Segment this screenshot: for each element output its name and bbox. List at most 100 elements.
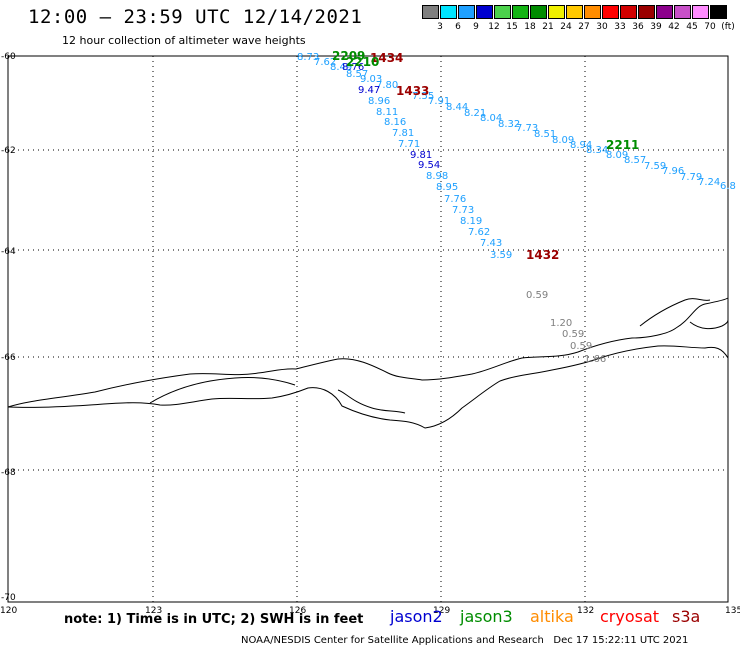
wave-height-value: 7.73 <box>452 205 474 216</box>
map-frame <box>7 55 729 603</box>
agency-credit: NOAA/NESDIS Center for Satellite Applica… <box>241 635 544 646</box>
colorbar-swatch <box>602 5 619 19</box>
colorbar-swatch <box>530 5 547 19</box>
colorbar-swatch <box>548 5 565 19</box>
wave-height-value: 8.73 <box>297 52 319 63</box>
colorbar-label: 36 <box>632 22 644 32</box>
wave-height-value: 8.51 <box>534 129 556 140</box>
longitude-label: 120 <box>0 606 17 616</box>
colorbar-swatch <box>674 5 691 19</box>
graticule <box>8 56 728 602</box>
wave-height-value: 8.34 <box>586 145 608 156</box>
colorbar-label: 27 <box>578 22 590 32</box>
wave-height-value: 9.03 <box>360 74 382 85</box>
wave-height-value: 8.49 <box>330 62 352 73</box>
wave-height-value: 9.47 <box>358 85 380 96</box>
longitude-label: 129 <box>433 606 450 616</box>
pass-time-label: 1434 <box>370 51 403 65</box>
wave-height-value: 7.96 <box>662 166 684 177</box>
pass-time-label: 1432 <box>526 248 559 262</box>
colorbar-label: 3 <box>437 22 443 32</box>
wave-height-value: 8.96 <box>368 96 390 107</box>
wave-height-value: 6.8 <box>720 181 736 192</box>
colorbar-label: 39 <box>650 22 662 32</box>
longitude-label: 132 <box>577 606 594 616</box>
colorbar-label: 9 <box>473 22 479 32</box>
latitude-label: -62 <box>1 146 16 156</box>
latitude-label: -60 <box>1 52 16 62</box>
wave-height-value: 8.44 <box>446 102 468 113</box>
colorbar-label: 21 <box>542 22 554 32</box>
colorbar-swatch <box>710 5 727 19</box>
satellite-legend-s3a: s3a <box>672 607 701 626</box>
colorbar-label: (ft) <box>721 22 735 32</box>
wave-height-value: 8.32 <box>498 119 520 130</box>
satellite-legend-cryosat: cryosat <box>600 607 660 626</box>
wave-height-value: 8.11 <box>376 107 398 118</box>
wave-height-value: 7.62 <box>314 57 336 68</box>
wave-height-value: 8.98 <box>426 171 448 182</box>
wave-height-value: 8.76 <box>342 62 364 73</box>
colorbar-swatch <box>422 5 439 19</box>
satellite-legend-jason3: jason3 <box>460 607 513 626</box>
colorbar-label: 33 <box>614 22 626 32</box>
longitude-label: 126 <box>289 606 306 616</box>
generated-timestamp: Dec 17 15:22:11 UTC 2021 <box>553 635 689 646</box>
satellite-legend-altika: altika <box>530 607 574 626</box>
wave-height-value: 7.62 <box>468 227 490 238</box>
pass-time-label: 2210 <box>346 55 379 69</box>
wave-height-value: 9.54 <box>418 160 440 171</box>
wave-height-value: 7.81 <box>392 128 414 139</box>
wave-height-value: 8.04 <box>480 113 502 124</box>
wave-height-value: 7.59 <box>644 161 666 172</box>
colorbar-swatch <box>584 5 601 19</box>
colorbar-swatch <box>566 5 583 19</box>
wave-height-value: 0.59 <box>570 341 592 352</box>
latitude-label: -64 <box>1 247 16 257</box>
wave-height-value: 1.20 <box>550 318 572 329</box>
wave-height-value: 8.19 <box>460 216 482 227</box>
colorbar-label: 15 <box>506 22 518 32</box>
wave-height-value: 0.59 <box>562 329 584 340</box>
wave-height-value: 8.16 <box>384 117 406 128</box>
latitude-label: -70 <box>1 593 16 603</box>
colorbar-swatch <box>512 5 529 19</box>
wave-height-value: 7.71 <box>398 139 420 150</box>
footnote: note: 1) Time is in UTC; 2) SWH is in fe… <box>64 612 364 627</box>
wave-height-value: 1.66 <box>584 354 606 365</box>
wave-height-value: 8.09 <box>552 135 574 146</box>
pass-time-label: 2211 <box>606 138 639 152</box>
wave-height-value: 8.57 <box>624 155 646 166</box>
colorbar-swatch <box>656 5 673 19</box>
colorbar-label: 6 <box>455 22 461 32</box>
axis-labels: -60 -62 -64 -66 -68 -70 120 123 126 129 132 135 <box>0 52 740 616</box>
wave-height-value: 8.21 <box>464 108 486 119</box>
wave-height-value: 8.09 <box>606 150 628 161</box>
wave-height-value: 9.81 <box>410 150 432 161</box>
colorbar-swatch <box>494 5 511 19</box>
wave-height-value: 3.59 <box>490 250 512 261</box>
colorbar-label: 45 <box>686 22 698 32</box>
wave-height-value: 0.59 <box>526 290 548 301</box>
wave-height-value: 7.43 <box>480 238 502 249</box>
latitude-label: -66 <box>1 353 16 363</box>
antarctic-coastline <box>7 297 729 429</box>
colorbar-label: 12 <box>488 22 500 32</box>
longitude-label: 123 <box>145 606 162 616</box>
longitude-label: 135 <box>725 606 740 616</box>
satellite-legend-jason2: jason2 <box>390 607 443 626</box>
wave-height-value: 7.24 <box>698 177 720 188</box>
wave-height-value: 7.55 <box>412 91 434 102</box>
map-title: 12:00 – 23:59 UTC 12/14/2021 <box>28 6 363 28</box>
colorbar-label: 70 <box>704 22 716 32</box>
latitude-label: -68 <box>1 468 16 478</box>
colorbar-label: 30 <box>596 22 608 32</box>
wave-height-value: 8.94 <box>570 140 592 151</box>
colorbar-label: 18 <box>524 22 536 32</box>
wave-height-value: 8.57 <box>346 69 368 80</box>
colorbar-swatch <box>620 5 637 19</box>
colorbar-swatch <box>692 5 709 19</box>
colorbar-swatch <box>440 5 457 19</box>
credit-line: NOAA/NESDIS Center for Satellite Applica… <box>241 635 688 646</box>
